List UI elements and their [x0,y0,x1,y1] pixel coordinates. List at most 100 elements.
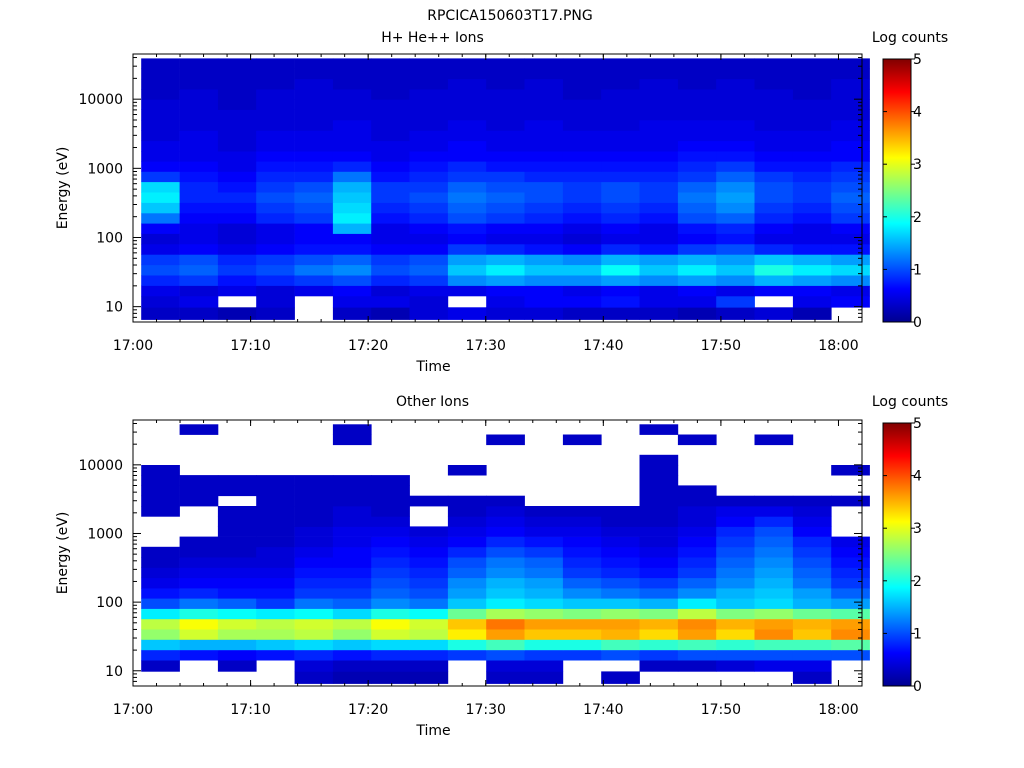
x-tick-label: 17:00 [113,338,153,354]
heatmap-cell [332,68,372,80]
heatmap-cell [677,546,717,558]
heatmap-cell [371,78,410,90]
heatmap-cell [754,588,794,599]
heatmap-cell [332,99,372,110]
heatmap-cell [409,307,449,320]
heatmap-cell [179,58,219,70]
heatmap-cell [754,151,794,162]
heatmap-cell [677,660,717,672]
heatmap-cell [677,629,717,640]
heatmap-cell [562,285,602,297]
heatmap-cell [409,254,449,266]
heatmap-cell [332,254,372,266]
heatmap-cell [562,567,602,579]
heatmap-cell [524,660,564,672]
y-tick-label: 10 [105,300,123,316]
heatmap-cell [639,577,679,589]
heatmap-cell [754,78,794,90]
heatmap-cell [562,254,602,266]
heatmap-cell [716,639,755,651]
heatmap-cell [601,671,640,684]
x-tick-label: 17:20 [348,338,388,354]
x-axis-label: Time [415,723,450,739]
heatmap-cell [754,495,794,507]
heatmap-cell [831,588,870,599]
heatmap-cell [486,536,525,548]
heatmap-cell [371,546,410,558]
heatmap-cell [294,671,334,684]
heatmap-cell [639,465,679,476]
colorbar [882,58,912,323]
y-axis-label: Energy (eV) [55,512,71,595]
heatmap-cell [217,89,257,100]
heatmap-cell [332,526,372,537]
heatmap-cell [486,598,525,609]
heatmap-cell [141,212,180,224]
heatmap-cell [716,546,755,558]
heatmap-cell [831,639,870,651]
heatmap-cell [371,536,410,548]
heatmap-cell [217,618,257,630]
heatmap-cell [409,275,449,286]
heatmap-cell [332,618,372,630]
heatmap-cell [447,171,487,183]
heatmap-cell [179,181,219,193]
heatmap-cell [294,181,334,193]
heatmap-cell [179,598,219,609]
heatmap-cell [179,223,219,234]
heatmap-cell [639,618,679,630]
heatmap-cell [179,130,219,142]
heatmap-cell [179,588,219,599]
heatmap-cell [332,130,372,142]
heatmap-cell [562,307,602,320]
heatmap-cell [179,577,219,589]
heatmap-cell [792,254,832,266]
heatmap-cell [371,243,410,255]
heatmap-cell [447,557,487,568]
panel-other-ions: Other Ions 17:00 17:10 17:20 17:30 17:40 17:50… [55,394,948,739]
heatmap-cell [256,275,295,286]
heatmap-cell [524,161,564,172]
heatmap-cell [716,588,755,599]
heatmap-cell [639,243,679,255]
heatmap-cell [524,536,564,548]
heatmap-cell [141,660,180,672]
heatmap-cell [562,140,602,152]
heatmap-cell [371,171,410,183]
heatmap-cell [294,557,334,568]
heatmap-cell [562,171,602,183]
heatmap-cell [409,78,449,90]
heatmap-cell [294,598,334,609]
heatmap-cell [601,181,640,193]
heatmap-cell [179,536,219,548]
heatmap-cell [524,526,564,537]
heatmap-cell [639,475,679,486]
y-tick-label: 1000 [87,161,123,177]
heatmap-cell [486,140,525,152]
heatmap-cell [792,58,832,70]
heatmap-cell [486,264,525,276]
heatmap-cell [792,89,832,100]
heatmap-cell [409,223,449,234]
heatmap-cell [332,161,372,172]
heatmap-cell [141,588,180,599]
heatmap-cell [141,495,180,507]
heatmap-cell [639,223,679,234]
heatmap-cell [754,140,794,152]
heatmap-cell [486,608,525,620]
heatmap-cell [754,598,794,609]
heatmap-cell [371,161,410,172]
heatmap-cell [256,629,295,640]
heatmap-cell [716,181,755,193]
heatmap-cell [524,516,564,527]
heatmap-cell [294,202,334,214]
heatmap-cell [677,598,717,609]
heatmap-cell [294,588,334,599]
heatmap-cell [371,99,410,110]
heatmap-cell [256,254,295,266]
heatmap-cell [256,516,295,527]
heatmap-cell [371,130,410,142]
heatmap-cell [831,264,870,276]
heatmap-cell [524,254,564,266]
